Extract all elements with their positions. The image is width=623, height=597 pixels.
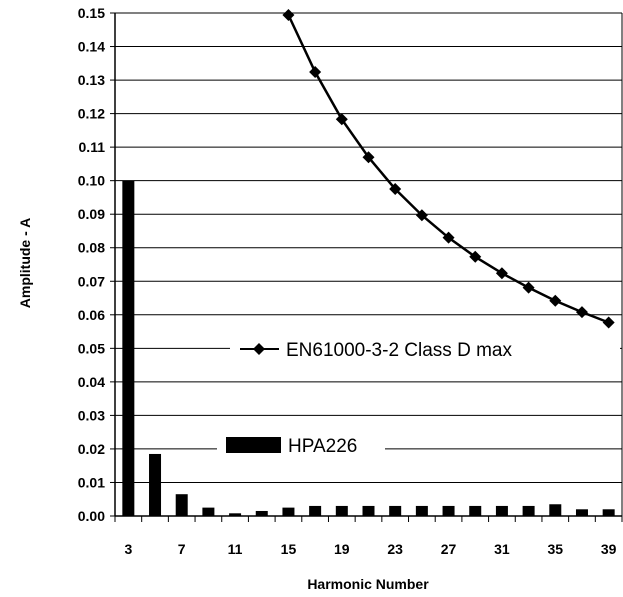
x-tick-label: 7 (178, 541, 186, 557)
bar (495, 505, 508, 516)
diamond-marker (442, 231, 455, 244)
diamond-marker (389, 183, 402, 196)
bar (362, 505, 375, 516)
x-tick-labels: 3 7 11 15 19 23 27 31 35 39 (124, 541, 616, 557)
x-tick-label: 27 (441, 541, 457, 557)
legend-bar-entry: HPA226 (217, 429, 385, 461)
diamond-marker (522, 281, 535, 294)
y-tick-label: 0.15 (78, 5, 105, 21)
x-tick-label: 23 (387, 541, 403, 557)
bar (282, 507, 295, 516)
x-tick-label: 19 (334, 541, 350, 557)
diamond-marker (549, 294, 562, 307)
y-tick-label: 0.09 (78, 206, 105, 222)
diamond-marker (495, 267, 508, 280)
y-tick-label: 0.14 (78, 39, 105, 55)
legend-line-bg (230, 334, 620, 364)
bar (602, 509, 615, 516)
bar (175, 494, 188, 516)
y-tick-labels: 0.00 0.01 0.02 0.03 0.04 0.05 0.06 0.07 0.08 0.09… (78, 5, 105, 524)
x-tick-label: 31 (494, 541, 510, 557)
y-tick-label: 0.07 (78, 273, 105, 289)
diamond-marker (282, 9, 295, 22)
bar (522, 505, 535, 516)
y-tick-label: 0.08 (78, 240, 105, 256)
y-tick-label: 0.04 (78, 374, 105, 390)
bar (575, 509, 588, 516)
diamond-marker (415, 209, 428, 222)
diamond-marker (575, 306, 588, 319)
y-tick-label: 0.05 (78, 340, 105, 356)
diamond-marker (602, 316, 615, 329)
x-tick-label: 11 (228, 541, 243, 557)
x-tick-label: 3 (124, 541, 132, 557)
bar (309, 505, 322, 516)
gridlines (110, 12, 622, 517)
legend-line-label: EN61000-3-2 Class D max (286, 340, 512, 361)
diamond-marker (469, 250, 482, 263)
y-axis-title: Amplitude - A (17, 218, 33, 308)
bar (442, 505, 455, 516)
legend-line-entry: EN61000-3-2 Class D max (230, 334, 620, 364)
bar (229, 513, 242, 516)
diamond-marker (362, 151, 375, 164)
bar (389, 505, 402, 516)
bar (335, 505, 348, 516)
bar (149, 453, 162, 516)
bar-series-hpa226 (122, 180, 615, 516)
bar (202, 507, 215, 516)
bar (255, 510, 268, 516)
x-tick-label: 35 (548, 541, 564, 557)
y-tick-label: 0.02 (78, 441, 105, 457)
y-tick-label: 0.11 (79, 139, 106, 155)
bar (122, 180, 135, 516)
y-tick-label: 0.10 (78, 173, 105, 189)
legend-diamond-marker (253, 343, 265, 355)
diamond-marker (335, 113, 348, 126)
y-tick-label: 0.13 (78, 72, 105, 88)
y-tick-label: 0.00 (78, 508, 105, 524)
y-tick-label: 0.06 (78, 307, 105, 323)
diamond-marker (309, 66, 322, 79)
series-line (287, 14, 610, 324)
legend-bar-label: HPA226 (288, 436, 357, 457)
x-axis-title: Harmonic Number (307, 576, 429, 592)
bar (415, 505, 428, 516)
y-tick-label: 0.03 (78, 407, 105, 423)
x-tick-label: 15 (281, 541, 297, 557)
bar (549, 504, 562, 516)
axes (114, 13, 623, 522)
line-series-en61000 (282, 9, 615, 329)
y-tick-label: 0.12 (78, 106, 105, 122)
legend-bar-swatch (226, 437, 281, 453)
bar (469, 505, 482, 516)
x-tick-label: 39 (601, 541, 617, 557)
y-tick-label: 0.01 (78, 474, 105, 490)
